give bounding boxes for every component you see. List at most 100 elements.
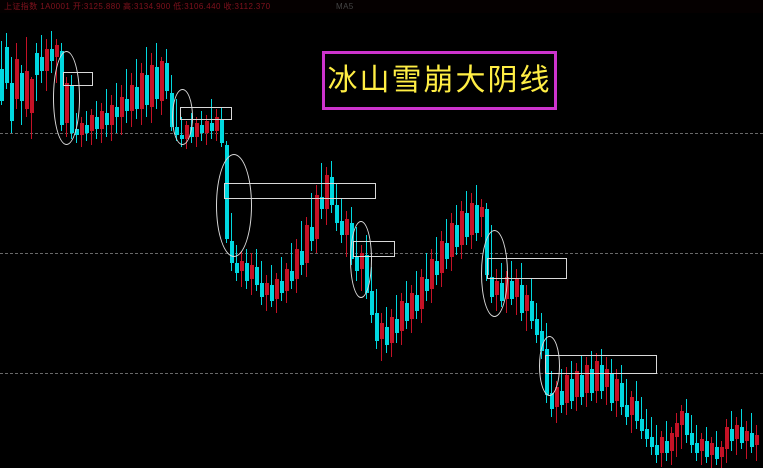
- candle: [295, 239, 299, 293]
- candle-body: [725, 427, 729, 449]
- candle: [735, 417, 739, 455]
- candle: [495, 269, 499, 311]
- candle: [95, 101, 99, 139]
- candle-body: [165, 63, 169, 91]
- candle: [525, 285, 529, 331]
- candle: [745, 421, 749, 459]
- pattern-title-box: 冰山雪崩大阴线: [322, 51, 557, 110]
- candle: [490, 225, 494, 303]
- candle: [545, 323, 549, 403]
- candle-body: [435, 261, 439, 275]
- candle-body: [65, 83, 69, 123]
- candle: [375, 289, 379, 349]
- candle: [355, 227, 359, 281]
- candle: [445, 219, 449, 269]
- candle-body: [700, 439, 704, 451]
- candle-body: [520, 285, 524, 313]
- candle-body: [630, 397, 634, 415]
- candle-body: [430, 259, 434, 289]
- candle-body: [170, 93, 174, 127]
- candle-body: [485, 209, 489, 275]
- candle-body: [615, 379, 619, 401]
- candle: [75, 113, 79, 143]
- measure-rect-5: [487, 258, 567, 279]
- candle: [435, 237, 439, 285]
- candle-body: [590, 369, 594, 393]
- candle-wick: [426, 253, 428, 301]
- candle-wick: [651, 417, 653, 455]
- candle-body: [755, 435, 759, 445]
- candle-body: [225, 145, 229, 239]
- candle-body: [20, 73, 24, 101]
- candle-body: [25, 71, 29, 109]
- quote-info-bar: 上证指数 1A0001 开:3125.880 高:3134.900 低:3106…: [0, 0, 763, 13]
- candle: [135, 59, 139, 119]
- candle-body: [395, 319, 399, 333]
- candle-body: [555, 387, 559, 407]
- candle: [25, 37, 29, 117]
- candle: [505, 271, 509, 313]
- candle: [60, 43, 64, 131]
- candle-body: [105, 113, 109, 125]
- candle-body: [715, 447, 719, 459]
- candle: [595, 353, 599, 403]
- candle-wick: [481, 199, 483, 237]
- candle-body: [305, 225, 309, 263]
- candle: [740, 409, 744, 449]
- candle-body: [235, 263, 239, 273]
- candle: [100, 103, 104, 143]
- candle: [705, 427, 709, 463]
- candle: [210, 99, 214, 139]
- candle: [265, 275, 269, 311]
- candle: [320, 163, 324, 219]
- candle: [110, 95, 114, 141]
- candle-body: [270, 285, 274, 301]
- candle: [520, 263, 524, 321]
- candle-body: [360, 253, 364, 269]
- candle: [635, 381, 639, 429]
- candle: [305, 217, 309, 277]
- candle: [190, 113, 194, 143]
- candle-body: [695, 443, 699, 453]
- candle-body: [285, 269, 289, 291]
- candle-body: [60, 51, 64, 125]
- highlight-ellipse-3: [216, 154, 252, 257]
- candle-body: [365, 255, 369, 293]
- candle: [285, 263, 289, 303]
- candle: [370, 267, 374, 323]
- candle: [420, 269, 424, 323]
- candle-body: [565, 375, 569, 403]
- candle-body: [355, 257, 359, 271]
- candle: [90, 109, 94, 145]
- candle: [660, 431, 664, 467]
- candle-body: [80, 123, 84, 135]
- candle-body: [415, 295, 419, 311]
- candle: [105, 89, 109, 137]
- candle: [555, 381, 559, 423]
- candle-body: [545, 349, 549, 395]
- candle: [240, 251, 244, 287]
- candle-body: [735, 425, 739, 439]
- candle-body: [260, 283, 264, 297]
- candle-body: [660, 437, 664, 453]
- candle-body: [255, 267, 259, 285]
- candle-body: [490, 277, 494, 297]
- candle: [450, 213, 454, 271]
- candle-wick: [311, 193, 313, 251]
- candle: [730, 411, 734, 451]
- candle-body: [110, 105, 114, 125]
- candle: [680, 405, 684, 449]
- candle: [175, 99, 179, 141]
- candle-body: [570, 379, 574, 401]
- candle: [270, 265, 274, 307]
- candle-body: [540, 331, 544, 351]
- candle: [155, 43, 159, 109]
- candle-body: [30, 79, 34, 113]
- candle: [335, 183, 339, 231]
- candle-body: [125, 99, 129, 111]
- candle-wick: [176, 99, 178, 141]
- candle: [565, 367, 569, 415]
- candle-wick: [76, 113, 78, 143]
- candle-body: [90, 115, 94, 131]
- gridline-1: [0, 133, 763, 134]
